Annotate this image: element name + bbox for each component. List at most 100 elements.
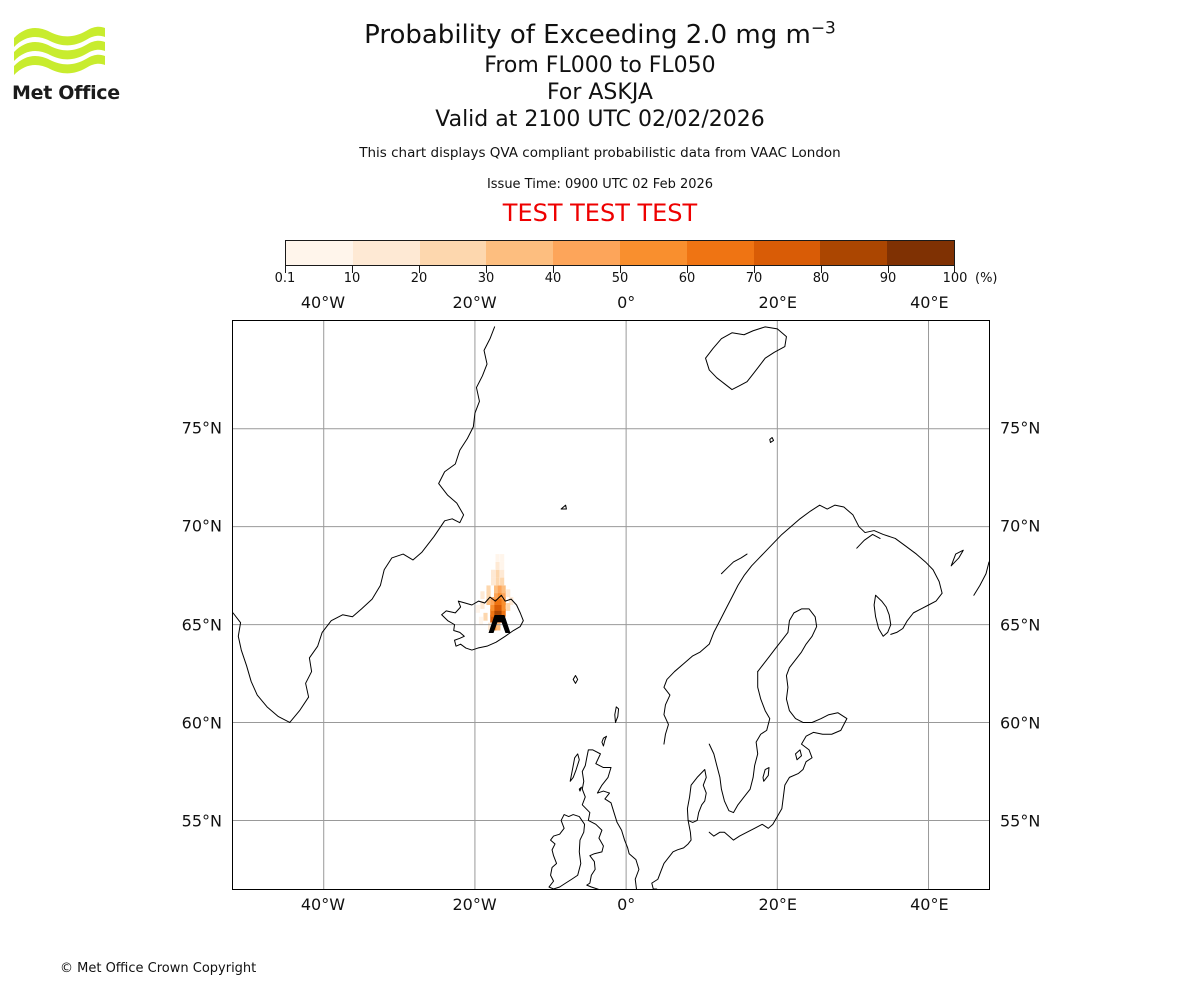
colorbar-segment-3 — [486, 241, 554, 265]
longitude-tick-label: 20°E — [758, 293, 797, 312]
coastline-path — [708, 671, 771, 814]
longitude-tick-label: 20°W — [452, 895, 497, 914]
ash-probability-cell — [494, 608, 499, 617]
colorbar-segment-2 — [419, 241, 487, 265]
page-title-text: Probability of Exceeding 2.0 mg m — [364, 20, 811, 50]
ash-probability-cell — [506, 603, 511, 611]
latitude-tick-label: 65°N — [181, 615, 222, 635]
coastline-path — [581, 749, 640, 889]
ash-probability-cell — [496, 622, 501, 631]
colorbar-tick-label: 30 — [477, 271, 495, 286]
colorbar-tick — [419, 266, 420, 273]
latitude-tick-label: 75°N — [181, 418, 222, 438]
coastline-path — [572, 675, 579, 684]
map-panel[interactable] — [232, 320, 990, 890]
ash-probability-cell — [495, 569, 500, 578]
volcano-triangle-icon — [488, 615, 511, 633]
ash-probability-cell — [501, 591, 506, 600]
coastline-path — [548, 814, 586, 889]
chart-description: This chart displays QVA compliant probab… — [359, 145, 841, 161]
ash-probability-cell — [475, 605, 481, 613]
ash-probability-cell — [486, 585, 491, 594]
coastline-path — [686, 769, 707, 823]
issue-time-line: Issue Time: 0900 UTC 02 Feb 2026 — [486, 177, 714, 192]
ash-probability-cell — [490, 608, 495, 617]
ash-probability-cell — [500, 561, 505, 570]
map-canvas[interactable] — [233, 321, 989, 889]
colorbar-tick-label: 90 — [879, 271, 897, 286]
ash-probability-cell — [494, 591, 499, 600]
ash-probability-cell — [497, 608, 502, 617]
page-title: Probability of Exceeding 2.0 mg m−3 — [130, 18, 1070, 52]
ash-probability-cell — [497, 585, 502, 594]
copyright-notice: © Met Office Crown Copyright — [60, 961, 257, 976]
colorbar-tick — [486, 266, 487, 273]
colorbar-segment-0 — [286, 241, 353, 265]
ash-probability-cell — [501, 585, 506, 594]
colorbar-tick — [352, 266, 353, 273]
ash-probability-cell — [480, 591, 485, 600]
colorbar-tick-label: 100 — [942, 271, 968, 286]
ash-probability-cell — [490, 569, 496, 578]
colorbar-segment-8 — [820, 241, 888, 265]
coastline-path — [560, 504, 567, 510]
coastline-path — [601, 735, 608, 747]
colorbar-tick — [754, 266, 755, 273]
longitude-tick-label: 40°W — [300, 293, 346, 312]
latitude-tick-label: 60°N — [1000, 713, 1041, 733]
latitude-tick-label: 75°N — [1000, 418, 1041, 438]
colorbar-segment-6 — [686, 241, 754, 265]
colorbar-tick-label: 80 — [812, 271, 830, 286]
colorbar-tick — [687, 266, 688, 273]
volcano-name-line: For ASKJA — [547, 80, 653, 105]
ash-probability-cell — [486, 597, 491, 605]
colorbar-tick-label: 10 — [343, 271, 361, 286]
colorbar-segment-7 — [753, 241, 821, 265]
longitude-tick-label: 0° — [617, 895, 636, 914]
ash-probability-cell — [494, 603, 499, 611]
colorbar-tick — [285, 266, 286, 273]
colorbar-segment-1 — [352, 241, 420, 265]
colorbar-tick — [888, 266, 889, 273]
longitude-tick-label: 0° — [617, 293, 636, 312]
ash-probability-cell — [497, 603, 502, 611]
colorbar-tick-label: 50 — [611, 271, 629, 286]
ash-probability-cell — [501, 597, 506, 605]
latitude-tick-label: 55°N — [1000, 811, 1041, 831]
ash-probability-cell — [495, 554, 500, 562]
colorbar-tick-labels: 0.1 10 20 30 40 50 60 70 80 90 100 — [275, 271, 968, 289]
flight-level-range: From FL000 to FL050 — [484, 53, 716, 78]
ash-probability-cell — [495, 577, 500, 586]
ash-probability-cell — [506, 589, 511, 598]
colorbar-tick-label: 60 — [678, 271, 696, 286]
ash-probability-cell — [480, 601, 485, 609]
latitude-tick-label: 70°N — [181, 516, 222, 536]
longitude-tick-label: 40°E — [910, 293, 949, 312]
coastline-path — [873, 594, 892, 637]
colorbar-tick — [821, 266, 822, 273]
coastline-path — [651, 819, 692, 889]
colorbar-ticks — [285, 266, 955, 274]
colorbar: 0.1 10 20 30 40 50 60 70 80 90 100 (%) — [275, 240, 998, 286]
colorbar-tick — [954, 266, 955, 273]
colorbar-unit-label: (%) — [975, 271, 998, 286]
colorbar-segment-9 — [887, 241, 954, 265]
latitude-tick-label: 70°N — [1000, 516, 1041, 536]
ash-probability-cell — [478, 616, 484, 625]
ash-probability-cell — [501, 608, 506, 617]
met-office-wave-icon — [14, 26, 105, 75]
ash-probability-cell — [497, 591, 502, 600]
longitude-tick-label: 20°E — [758, 895, 797, 914]
ash-probability-cell — [494, 585, 499, 594]
latitude-tick-label: 65°N — [1000, 615, 1041, 635]
coastline-path — [441, 594, 524, 651]
coastline-path — [762, 767, 770, 782]
ash-probability-cell — [495, 561, 500, 570]
ash-probability-cell — [500, 554, 505, 562]
ash-probability-cell — [509, 597, 514, 605]
colorbar-tick-label: 0.1 — [274, 271, 296, 286]
colorbar-gradient — [285, 240, 955, 266]
latitude-tick-label: 60°N — [181, 713, 222, 733]
colorbar-tick-label: 20 — [410, 271, 428, 286]
colorbar-tick-label: 70 — [745, 271, 763, 286]
